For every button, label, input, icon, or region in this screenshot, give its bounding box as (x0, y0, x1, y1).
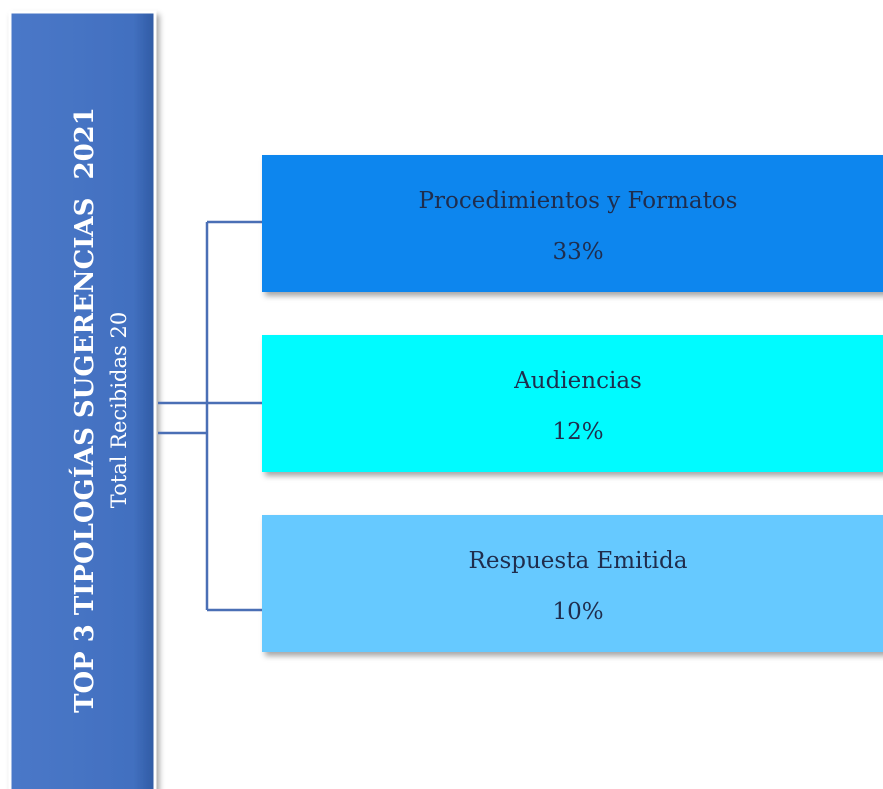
connectors (158, 220, 262, 612)
node-label: Procedimientos y Formatos (419, 188, 738, 214)
title-box (8, 10, 157, 789)
node-label: Audiencias (513, 368, 642, 394)
node-value: 33% (552, 239, 603, 265)
node-box (262, 335, 883, 472)
node-label: Respuesta Emitida (469, 548, 688, 574)
nodes: Procedimientos y Formatos 33% Audiencias 12… (262, 155, 883, 652)
node-box (262, 155, 883, 292)
subtitle: Total Recibidas 20 (107, 312, 131, 508)
title: TOP 3 TIPOLOGÍAS SUGERENCIAS 2021 (68, 107, 100, 713)
node-value: 10% (552, 599, 603, 625)
node-value: 12% (552, 419, 603, 445)
node-box (262, 515, 883, 652)
